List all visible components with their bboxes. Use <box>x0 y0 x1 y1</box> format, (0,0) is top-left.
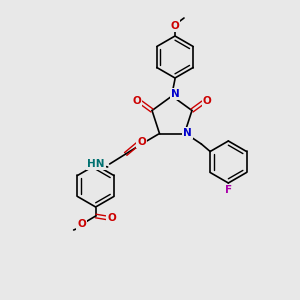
Text: O: O <box>171 21 179 31</box>
Text: O: O <box>133 95 141 106</box>
Text: O: O <box>77 219 86 229</box>
Text: HN: HN <box>87 159 105 169</box>
Text: O: O <box>107 213 116 223</box>
Text: O: O <box>202 95 211 106</box>
Text: O: O <box>137 137 146 147</box>
Text: F: F <box>225 185 232 195</box>
Text: N: N <box>183 128 192 138</box>
Text: N: N <box>171 89 179 99</box>
